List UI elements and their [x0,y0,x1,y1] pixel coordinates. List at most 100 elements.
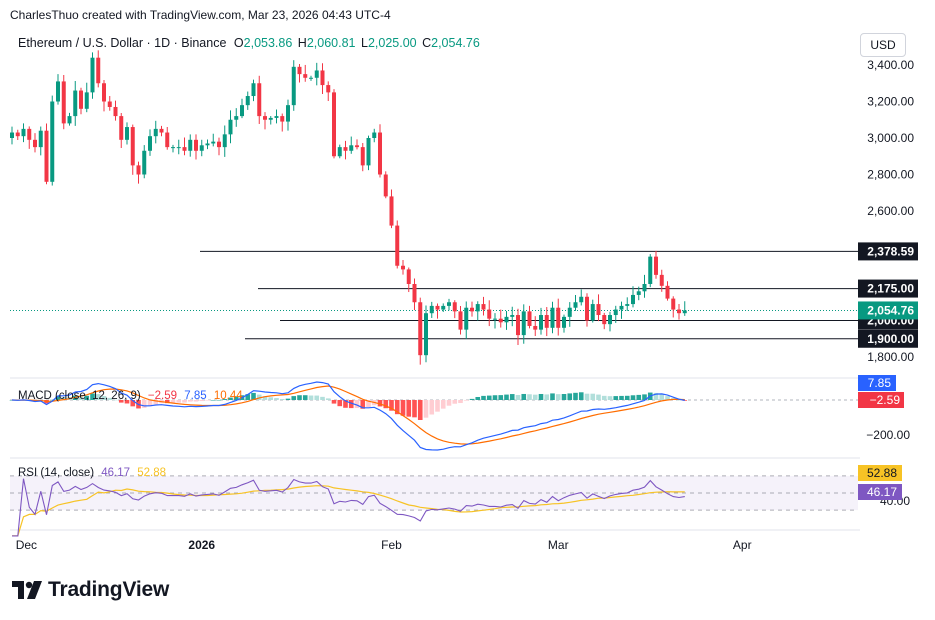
macd-histogram-bar [360,400,366,409]
candle [56,74,60,105]
macd-histogram-bar [417,400,423,420]
open-value: 2,053.86 [243,36,293,50]
candle [61,74,66,130]
candle [682,301,687,316]
macd-title[interactable]: MACD (close, 12, 26, 9) [18,390,141,402]
macd-histogram-bar [210,399,216,401]
candle [487,300,492,327]
macd-hist-value: −2.59 [147,390,178,402]
macd-histogram-bar [113,399,118,401]
macd-histogram-bar [124,400,130,404]
candle [625,297,630,311]
candle [521,304,526,344]
candle [418,297,423,365]
macd-histogram-bar [538,393,544,400]
candle [383,171,388,199]
candle [424,305,428,363]
brand-name: TradingView [48,578,170,601]
rsi-title[interactable]: RSI (14, close) [18,467,95,479]
macd-histogram-bar [164,400,170,404]
candle [550,301,555,334]
candle [119,113,124,148]
level-price-badge: 2,378.59 [858,242,918,261]
candle [320,63,325,95]
candles [10,50,687,365]
candle [217,137,221,156]
macd-histogram-bar [337,400,343,407]
candle [332,89,336,159]
macd-histogram-bar [659,394,665,400]
candle [44,123,49,185]
candle [349,136,354,154]
candle [343,140,348,160]
time-tick-label: 2026 [188,538,215,552]
macd-hist-badge: −2.59 [858,392,904,408]
macd-histogram-bar [567,393,573,400]
rsi-line [12,478,685,537]
candle [199,139,204,157]
macd-histogram-bar [320,396,325,400]
candle [257,75,262,124]
time-tick-label: Dec [16,538,37,552]
candle [297,63,302,83]
macd-line-value: 7.85 [184,390,207,402]
macd-histogram-bar [394,400,400,415]
time-tick-label: Feb [381,538,402,552]
macd-histogram-bar [354,400,360,409]
candle [406,267,411,293]
macd-histogram-bar [268,397,274,400]
macd-histogram-bar [199,400,205,402]
candle [314,62,319,86]
candle [79,87,83,115]
candle [90,52,95,99]
candle [556,298,561,336]
candle [429,301,434,318]
tradingview-logo[interactable]: TradingView [12,577,169,603]
rsi-ma-badge: 52.88 [858,465,902,481]
macd-histogram-bar [469,398,475,400]
candle [619,301,624,319]
candle [585,293,589,327]
macd-histogram-bar [331,400,337,404]
currency-button[interactable]: USD [860,33,906,57]
macd-histogram-bar [193,400,199,402]
macd-histogram-bar [573,392,578,400]
macd-histogram-bar [314,395,320,400]
candle [280,113,285,132]
price-tick-label: 1,800.00 [867,350,914,364]
macd-histogram-bar [297,395,302,400]
macd-histogram-bar [515,394,521,400]
candle [481,296,486,316]
macd-histogram-bar [504,394,509,400]
macd-histogram-bar [216,399,222,401]
candle [142,145,147,179]
price-tick-label: 2,600.00 [867,204,914,218]
candle [395,220,400,269]
macd-histogram-bar [636,394,642,400]
macd-histogram-bar [228,397,233,400]
macd-histogram-bar [492,395,498,400]
candle [613,305,618,323]
macd-histogram-bar [400,400,406,416]
svg-text:46.17: 46.17 [867,485,897,499]
candle [665,281,670,301]
rsi-value-badge: 46.17 [858,484,902,500]
candle [516,308,520,346]
low-label: L [360,36,368,50]
candle [326,81,331,102]
candle [222,125,227,157]
price-tick-label: 3,000.00 [867,131,914,145]
macd-histogram-bar [55,396,61,400]
symbol-name[interactable]: Ethereum / U.S. Dollar · 1D · Binance [18,36,227,50]
candle [366,135,371,171]
macd-histogram-bar [141,400,147,408]
candle [240,98,244,119]
candle [205,139,210,150]
candle [441,303,446,312]
low-value: 2,025.00 [367,36,417,50]
macd-histogram-bar [343,400,348,408]
macd-histogram-bar [130,400,136,407]
rsi-ma-value: 52.88 [137,467,167,479]
level-price-badge: 2,175.00 [858,279,918,298]
